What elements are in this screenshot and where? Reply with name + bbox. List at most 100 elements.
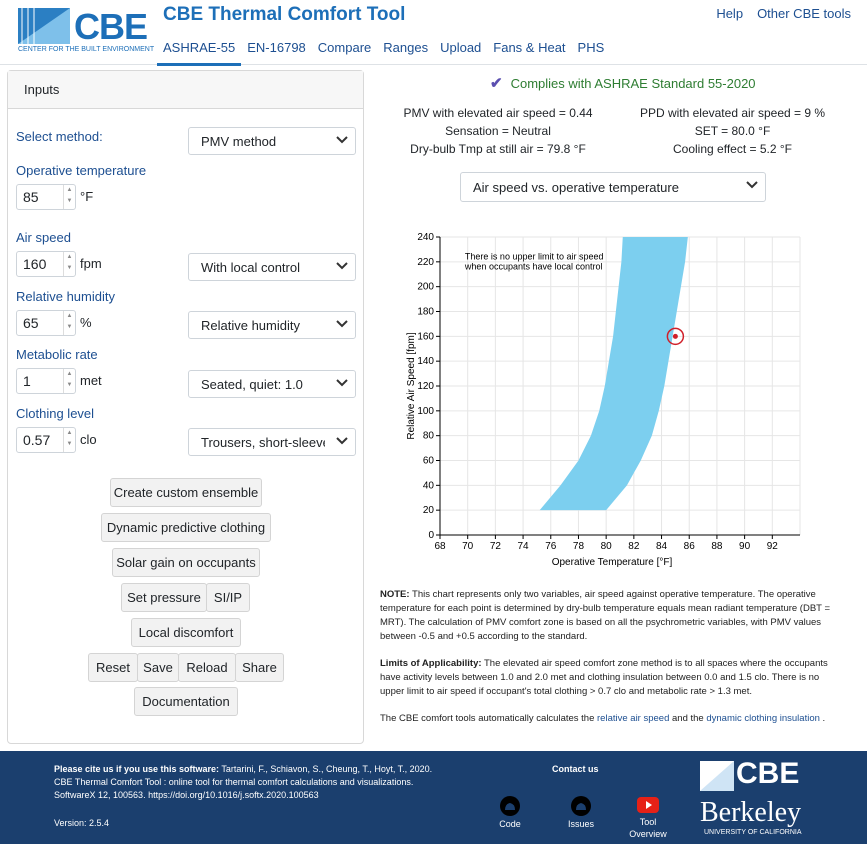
air-speed-value: 160 bbox=[23, 256, 47, 272]
method-select[interactable]: PMV method bbox=[188, 127, 356, 155]
chart-type-select[interactable]: Air speed vs. operative temperature bbox=[460, 172, 766, 202]
cooling-effect-result: Cooling effect = 5.2 °F bbox=[673, 142, 792, 156]
local-discomfort-button[interactable]: Local discomfort bbox=[131, 618, 241, 647]
issues-label: Issues bbox=[567, 819, 594, 829]
humidity-mode-select[interactable]: Relative humidity bbox=[188, 311, 356, 339]
ppd-result: PPD with elevated air speed = 9 % bbox=[639, 106, 826, 120]
number-spinner-icon[interactable]: ▲ ▼ bbox=[63, 311, 75, 335]
note-label: NOTE: bbox=[380, 589, 410, 600]
si-ip-button[interactable]: SI/IP bbox=[206, 583, 250, 612]
nav-tabs: ASHRAE-55 EN-16798 Compare Ranges Upload… bbox=[157, 36, 610, 66]
inputs-panel: Inputs Select method: PMV method Operati… bbox=[7, 70, 364, 744]
number-spinner-icon[interactable]: ▲ ▼ bbox=[63, 369, 75, 393]
code-link[interactable]: Code bbox=[494, 795, 526, 829]
metabolic-rate-input[interactable]: 1 ▲ ▼ bbox=[16, 368, 76, 394]
tab-ashrae-55[interactable]: ASHRAE-55 bbox=[157, 36, 242, 66]
berkeley-text: Berkeley bbox=[700, 797, 802, 828]
chevron-down-icon bbox=[336, 136, 348, 144]
cbe-logo[interactable]: CBE CENTER FOR THE BUILT ENVIRONMENT bbox=[18, 6, 154, 56]
relative-humidity-unit: % bbox=[80, 315, 92, 330]
number-spinner-icon[interactable]: ▲ ▼ bbox=[63, 185, 75, 209]
dynamic-clothing-button[interactable]: Dynamic predictive clothing bbox=[101, 513, 271, 542]
x-tick-label: 70 bbox=[462, 541, 474, 552]
clothing-ensemble-select[interactable]: Trousers, short-sleeve s bbox=[188, 428, 356, 456]
share-button[interactable]: Share bbox=[235, 653, 284, 682]
relative-humidity-input[interactable]: 65 ▲ ▼ bbox=[16, 310, 76, 336]
reload-button[interactable]: Reload bbox=[178, 653, 236, 682]
clothing-level-unit: clo bbox=[80, 432, 97, 447]
solar-gain-button[interactable]: Solar gain on occupants bbox=[112, 548, 260, 577]
y-tick-label: 60 bbox=[423, 456, 435, 467]
cbe-berkeley-logo[interactable]: CBE Berkeley UNIVERSITY OF CALIFORNIA bbox=[700, 757, 820, 839]
logo-subtitle: CENTER FOR THE BUILT ENVIRONMENT bbox=[18, 46, 155, 53]
y-tick-label: 160 bbox=[417, 331, 434, 342]
github-icon bbox=[571, 796, 591, 816]
tab-fans-heat[interactable]: Fans & Heat bbox=[493, 40, 566, 55]
footer-cbe-text: CBE bbox=[736, 757, 800, 790]
custom-ensemble-button[interactable]: Create custom ensemble bbox=[110, 478, 262, 507]
chart-annotation-line-2: when occupants have local control bbox=[464, 261, 603, 271]
local-control-select[interactable]: With local control bbox=[188, 253, 356, 281]
x-tick-label: 86 bbox=[684, 541, 696, 552]
y-tick-label: 240 bbox=[417, 232, 434, 243]
cite-line-3[interactable]: SoftwareX 12, 100563. https://doi.org/10… bbox=[54, 790, 319, 800]
comfort-zone-chart: 68 70 72 74 76 78 80 82 84 86 88 90 92 0 20 40 60 80 100 12… bbox=[406, 232, 801, 568]
notes-section: NOTE: This chart represents only two var… bbox=[380, 588, 840, 739]
current-condition-point[interactable] bbox=[666, 327, 685, 346]
y-tick-label: 220 bbox=[417, 257, 434, 268]
tab-upload[interactable]: Upload bbox=[440, 40, 482, 55]
x-tick-label: 72 bbox=[490, 541, 502, 552]
tab-compare[interactable]: Compare bbox=[317, 40, 372, 55]
other-tools-link[interactable]: Other CBE tools bbox=[757, 6, 851, 21]
y-tick-label: 120 bbox=[417, 381, 434, 392]
y-tick-label: 140 bbox=[417, 356, 434, 367]
help-link[interactable]: Help bbox=[716, 6, 744, 21]
version: Version: 2.5.4 bbox=[54, 818, 110, 828]
relative-air-speed-link[interactable]: relative air speed bbox=[597, 713, 670, 724]
cite-line-2: CBE Thermal Comfort Tool : online tool f… bbox=[54, 777, 414, 787]
dynamic-clothing-link[interactable]: dynamic clothing insulation bbox=[706, 713, 820, 724]
documentation-button[interactable]: Documentation bbox=[134, 687, 238, 716]
tab-en-16798[interactable]: EN-16798 bbox=[247, 40, 306, 55]
metabolic-rate-unit: met bbox=[80, 373, 102, 388]
tool-overview-link[interactable]: Tool Overview bbox=[628, 795, 668, 839]
footer: Please cite us if you use this software:… bbox=[0, 751, 867, 844]
save-button[interactable]: Save bbox=[137, 653, 179, 682]
chart-x-label: Operative Temperature [°F] bbox=[552, 557, 673, 568]
current-point-dot bbox=[672, 333, 678, 339]
metabolic-rate-value: 1 bbox=[23, 373, 31, 389]
contact-us: Contact us bbox=[552, 764, 599, 774]
number-spinner-icon[interactable]: ▲ ▼ bbox=[63, 428, 75, 452]
y-tick-label: 80 bbox=[423, 431, 435, 442]
auto-text-2: and the bbox=[672, 713, 704, 724]
set-result: SET = 80.0 °F bbox=[694, 124, 771, 138]
inputs-title: Inputs bbox=[8, 71, 363, 109]
y-tick-label: 0 bbox=[428, 530, 434, 541]
chevron-down-icon bbox=[336, 320, 348, 328]
reset-button[interactable]: Reset bbox=[88, 653, 138, 682]
limits-label: Limits of Applicability: bbox=[380, 658, 482, 669]
relative-humidity-label: Relative humidity bbox=[16, 289, 115, 304]
select-method-label: Select method: bbox=[16, 129, 103, 144]
chart-y-label: Relative Air Speed [fpm] bbox=[406, 332, 417, 439]
tab-phs[interactable]: PHS bbox=[577, 40, 605, 55]
x-tick-label: 78 bbox=[573, 541, 585, 552]
operative-temperature-unit: °F bbox=[80, 189, 94, 204]
uc-text: UNIVERSITY OF CALIFORNIA bbox=[704, 829, 802, 836]
tab-ranges[interactable]: Ranges bbox=[383, 40, 429, 55]
number-spinner-icon[interactable]: ▲ ▼ bbox=[63, 252, 75, 276]
air-speed-input[interactable]: 160 ▲ ▼ bbox=[16, 251, 76, 277]
chevron-down-icon bbox=[746, 181, 758, 189]
clothing-level-input[interactable]: 0.57 ▲ ▼ bbox=[16, 427, 76, 453]
method-select-value: PMV method bbox=[201, 134, 277, 149]
limits-text: The elevated air speed comfort zone meth… bbox=[380, 658, 828, 697]
issues-link[interactable]: Issues bbox=[564, 795, 598, 829]
x-tick-label: 88 bbox=[711, 541, 723, 552]
activity-select[interactable]: Seated, quiet: 1.0 bbox=[188, 370, 356, 398]
code-label: Code bbox=[499, 819, 521, 829]
set-pressure-button[interactable]: Set pressure bbox=[121, 583, 207, 612]
operative-temperature-input[interactable]: 85 ▲ ▼ bbox=[16, 184, 76, 210]
top-links: Help Other CBE tools bbox=[716, 6, 851, 21]
note-text: This chart represents only two variables… bbox=[380, 589, 830, 642]
air-speed-label: Air speed bbox=[16, 230, 71, 245]
